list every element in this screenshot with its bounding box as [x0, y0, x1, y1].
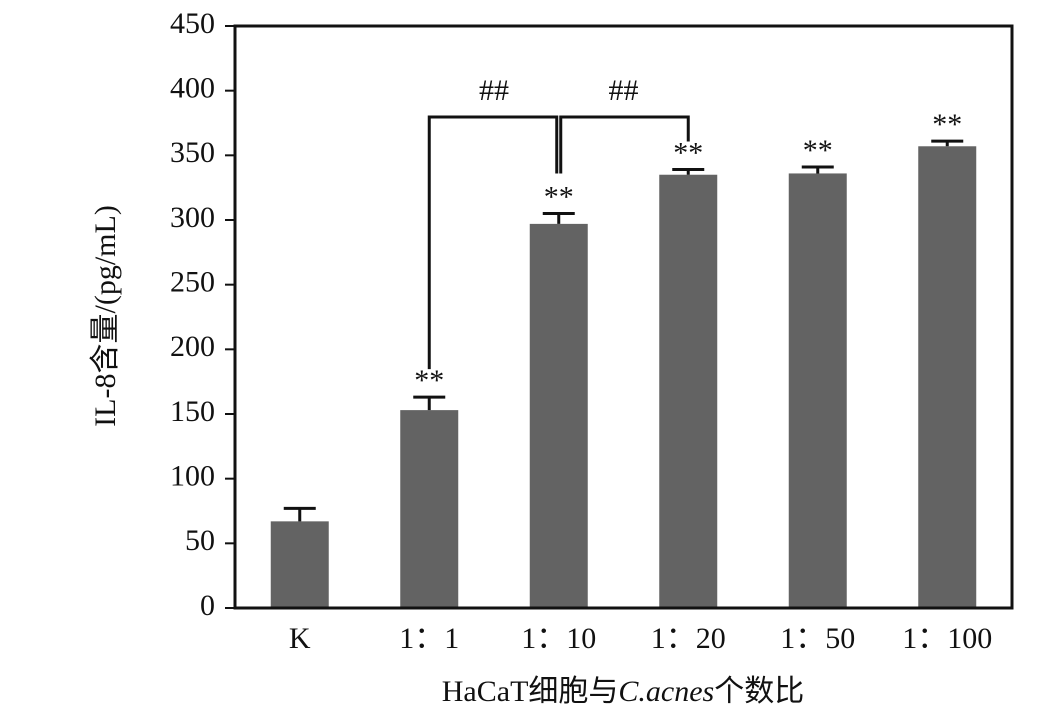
y-tick-label: 50 — [185, 524, 215, 557]
significance-marker: ** — [673, 136, 703, 169]
error-bar — [801, 165, 834, 174]
y-tick-label: 150 — [170, 395, 215, 428]
plot-frame — [233, 24, 1014, 610]
y-tick-label: 350 — [170, 136, 215, 169]
bar — [918, 146, 977, 608]
y-tick-label: 100 — [170, 460, 215, 493]
comparison-bracket — [559, 115, 690, 174]
bar — [400, 410, 459, 608]
bar — [270, 521, 329, 608]
y-tick-label: 400 — [170, 72, 215, 105]
y-tick-label: 450 — [170, 7, 215, 40]
significance-marker: ** — [544, 180, 574, 213]
error-bar — [413, 395, 446, 411]
x-axis-label: HaCaT细胞与C.acnes个数比 — [442, 675, 804, 708]
x-tick-label: 1：10 — [521, 622, 596, 655]
x-tick-label: 1：1 — [399, 622, 459, 655]
significance-marker: ** — [932, 108, 962, 141]
x-label-part: 个数比 — [714, 675, 804, 708]
x-tick-label: 1：50 — [780, 622, 855, 655]
x-label-part: HaCaT细胞与 — [442, 675, 619, 708]
x-tick-label: K — [289, 622, 311, 655]
error-bar — [542, 212, 575, 224]
comparison-label: ## — [609, 74, 639, 107]
x-tick-label: 1：20 — [651, 622, 726, 655]
error-bar — [283, 506, 316, 522]
significance-marker: ** — [803, 134, 833, 167]
bar — [659, 174, 718, 608]
bar — [788, 173, 847, 608]
y-axis-label: IL-8含量/(pg/mL) — [89, 205, 122, 427]
y-tick-label: 0 — [200, 589, 215, 622]
x-label-part: C.acnes — [618, 675, 714, 708]
error-bar — [931, 139, 964, 147]
comparison-bracket — [427, 115, 559, 370]
x-tick-label: 1：100 — [902, 622, 992, 655]
y-tick-label: 200 — [170, 330, 215, 363]
significance-marker: ** — [414, 364, 444, 397]
comparison-label: ## — [479, 74, 509, 107]
y-tick-label: 300 — [170, 201, 215, 234]
y-tick-label: 250 — [170, 266, 215, 299]
bar — [529, 223, 588, 608]
error-bar — [672, 168, 705, 175]
